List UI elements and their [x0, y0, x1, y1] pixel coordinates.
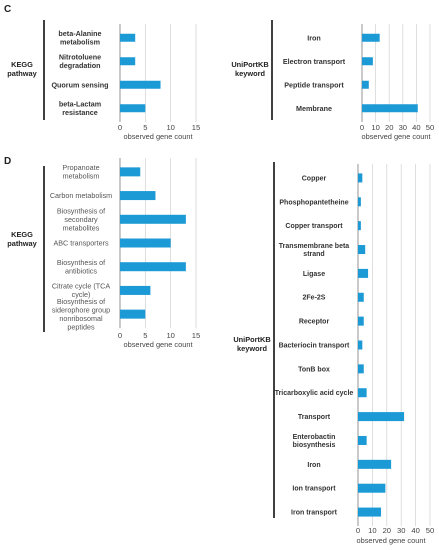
- bar: [362, 80, 369, 89]
- bar: [120, 262, 186, 272]
- category-label: Iron transport: [291, 510, 338, 517]
- category-label: Nitrotoluene degradation: [59, 53, 101, 70]
- x-tick-label: 50: [426, 526, 434, 535]
- x-tick-label: 0: [118, 331, 122, 340]
- category-label: ABC transporters: [53, 239, 109, 248]
- bar: [120, 238, 171, 248]
- x-tick-label: 15: [192, 123, 200, 132]
- category-label: Phosphopantetheine: [279, 199, 348, 206]
- bar: [358, 245, 366, 255]
- category-label: Iron: [307, 33, 321, 42]
- category-label: Transport: [298, 414, 331, 421]
- category-label: Biosynthesis of siderophore group nonribos…: [52, 297, 110, 331]
- category-label: Biosynthesis of secondary metabolites: [57, 206, 105, 232]
- category-label: Electron transport: [283, 57, 346, 66]
- x-tick-label: 5: [143, 331, 147, 340]
- category-label: Carbon metabolism: [50, 191, 112, 200]
- category-label: Membrane: [296, 104, 332, 113]
- x-tick-label: 10: [371, 123, 379, 132]
- category-label: Enterobactin biosynthesis: [293, 434, 336, 449]
- x-tick-label: 5: [143, 123, 147, 132]
- x-tick-label: 0: [360, 123, 364, 132]
- category-label: beta-Alanine metabolism: [58, 29, 101, 46]
- x-tick-label: 0: [356, 526, 360, 535]
- x-tick-label: 10: [368, 526, 376, 535]
- y-axis-title: UniPortKB keyword: [231, 60, 268, 78]
- x-axis-title: observed gene count: [123, 340, 192, 349]
- bar: [362, 57, 373, 66]
- category-label: Ligase: [303, 271, 325, 278]
- category-label: 2Fe-2S: [303, 295, 326, 302]
- bar: [358, 268, 369, 278]
- bar: [358, 435, 367, 445]
- x-tick-label: 30: [397, 526, 405, 535]
- bar: [120, 104, 146, 113]
- bar: [358, 388, 367, 398]
- x-tick-label: 20: [383, 526, 391, 535]
- bar: [358, 364, 364, 374]
- y-axis-title: KEGG pathway: [7, 60, 37, 78]
- bar: [362, 33, 380, 42]
- category-label: Receptor: [299, 319, 330, 326]
- y-axis-title: UniPortKB keyword: [233, 335, 270, 353]
- y-axis-title: KEGG pathway: [7, 230, 37, 248]
- x-axis-title: observed gene count: [123, 132, 192, 141]
- category-label: Biosynthesis of antibiotics: [57, 258, 105, 275]
- bar: [362, 104, 418, 113]
- bar: [358, 340, 363, 350]
- x-tick-label: 15: [192, 331, 200, 340]
- x-tick-label: 0: [118, 123, 122, 132]
- category-label: Quorum sensing: [51, 80, 108, 89]
- x-tick-label: 40: [411, 526, 419, 535]
- x-axis-title: observed gene count: [361, 132, 430, 141]
- category-label: Citrate cycle (TCA cycle): [52, 282, 111, 299]
- category-label: Peptide transport: [284, 80, 344, 89]
- bar: [120, 214, 186, 224]
- bar: [120, 57, 136, 66]
- category-label: beta-Lactam resistance: [59, 100, 101, 117]
- bar: [120, 309, 146, 319]
- bar: [358, 507, 382, 517]
- chart-d-kegg: KEGG pathway Propanoate metabolism Carbon me…: [7, 158, 200, 349]
- category-label: Tricarboxylic acid cycle: [275, 390, 354, 397]
- x-tick-label: 50: [426, 123, 434, 132]
- category-label: TonB box: [298, 366, 330, 373]
- bar: [120, 191, 156, 201]
- x-tick-label: 10: [166, 123, 174, 132]
- category-label: Transmembrane beta strand: [279, 243, 350, 258]
- bar: [358, 483, 386, 493]
- x-tick-label: 30: [399, 123, 407, 132]
- panel-label-d: D: [4, 156, 11, 167]
- chart-c-uniprot: UniPortKB keyword Iron Electron transport Pe…: [231, 20, 434, 141]
- chart-c-kegg: KEGG pathway beta-Alanine metabolism Nitroto…: [7, 20, 200, 141]
- x-tick-label: 10: [166, 331, 174, 340]
- category-label: Copper transport: [285, 223, 343, 230]
- bar: [120, 285, 151, 295]
- chart-d-uniprot: UniPortKB keyword Copper Phosphopantetheine…: [233, 162, 434, 545]
- category-label: Copper: [302, 175, 327, 182]
- bar: [358, 197, 361, 207]
- category-label: Ion transport: [292, 486, 336, 493]
- x-axis-title: observed gene count: [356, 536, 425, 545]
- bar: [358, 221, 361, 231]
- bar: [358, 292, 364, 302]
- x-tick-label: 20: [385, 123, 393, 132]
- panel-label-c: C: [4, 4, 11, 15]
- bar: [120, 33, 136, 42]
- category-label: Bacteriocin transport: [279, 342, 350, 349]
- bar: [358, 316, 364, 326]
- category-label: Iron: [307, 462, 320, 469]
- category-label: Propanoate metabolism: [62, 163, 99, 180]
- x-tick-label: 40: [412, 123, 420, 132]
- bar: [120, 80, 161, 89]
- bar: [358, 412, 405, 422]
- bar: [120, 167, 141, 177]
- bar: [358, 173, 363, 183]
- bar: [358, 459, 392, 469]
